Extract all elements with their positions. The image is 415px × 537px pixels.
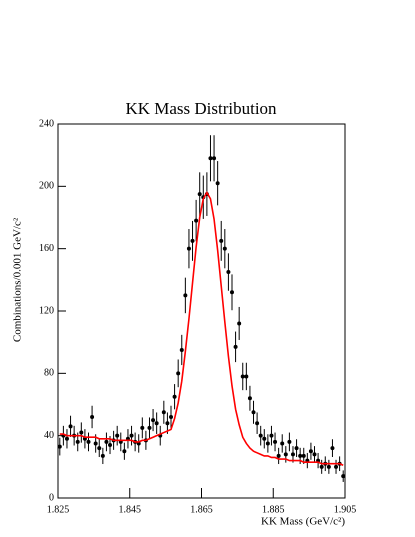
data-point	[64, 436, 69, 441]
data-point	[283, 452, 288, 457]
data-point	[233, 344, 238, 349]
data-point	[172, 394, 177, 399]
x-tick-label: 1.865	[190, 504, 213, 515]
data-point	[298, 453, 303, 458]
x-tick-label: 1.825	[47, 504, 70, 515]
y-axis-label: Combinations/0.001 GeV/c²	[12, 217, 24, 342]
data-point	[294, 446, 299, 451]
data-point	[154, 421, 159, 426]
data-point	[176, 371, 181, 376]
x-axis-label: KK Mass (GeV/c²)	[261, 516, 345, 528]
data-point	[165, 421, 170, 426]
data-point	[269, 433, 274, 438]
data-point	[147, 425, 152, 430]
data-point	[129, 433, 134, 438]
data-point	[79, 430, 84, 435]
data-point	[280, 441, 285, 446]
data-point	[151, 418, 156, 423]
data-point	[169, 414, 174, 419]
data-point	[190, 238, 195, 243]
x-tick-label: 1.885	[262, 504, 285, 515]
data-point	[208, 156, 213, 161]
data-point	[273, 439, 278, 444]
data-point	[90, 414, 95, 419]
y-tick-label: 160	[39, 243, 54, 254]
data-point	[265, 441, 270, 446]
data-point	[115, 433, 120, 438]
data-point	[68, 424, 73, 429]
data-point	[93, 441, 98, 446]
data-point	[219, 238, 224, 243]
data-point	[222, 246, 227, 251]
data-point	[312, 452, 317, 457]
data-point	[287, 439, 292, 444]
data-point	[226, 270, 231, 275]
data-point	[140, 425, 145, 430]
data-point	[262, 436, 267, 441]
data-point	[212, 156, 217, 161]
y-tick-label: 80	[44, 368, 54, 379]
data-point	[240, 374, 245, 379]
data-point	[104, 439, 109, 444]
data-point	[179, 347, 184, 352]
data-point	[258, 433, 263, 438]
data-point	[308, 449, 313, 454]
data-point	[247, 396, 252, 401]
data-point	[276, 453, 281, 458]
data-point	[341, 474, 346, 479]
data-point	[122, 449, 127, 454]
data-point	[75, 439, 80, 444]
y-tick-label: 40	[44, 430, 54, 441]
data-point	[301, 453, 306, 458]
y-tick-label: 120	[39, 305, 54, 316]
data-point	[290, 452, 295, 457]
y-tick-label: 0	[49, 492, 54, 503]
data-point	[57, 444, 62, 449]
data-point	[100, 453, 105, 458]
data-point	[161, 410, 166, 415]
plot-frame	[57, 123, 346, 499]
data-point	[86, 439, 91, 444]
fit-curve	[59, 190, 344, 467]
data-point	[215, 181, 220, 186]
data-point	[319, 464, 324, 469]
data-point	[334, 464, 339, 469]
x-tick-label: 1.845	[119, 504, 142, 515]
data-point	[244, 374, 249, 379]
data-point	[197, 192, 202, 197]
y-tick-label: 240	[39, 118, 54, 129]
data-point	[330, 446, 335, 451]
data-point	[108, 443, 113, 448]
data-point	[186, 246, 191, 251]
data-point	[229, 290, 234, 295]
data-point	[255, 421, 260, 426]
data-point	[251, 410, 256, 415]
y-tick-label: 200	[39, 181, 54, 192]
data-point	[237, 321, 242, 326]
data-point	[97, 446, 102, 451]
data-point	[326, 464, 331, 469]
data-point	[183, 293, 188, 298]
data-point	[194, 218, 199, 223]
chart-title: KK Mass Distribution	[125, 99, 277, 118]
x-tick-label: 1.905	[334, 504, 357, 515]
